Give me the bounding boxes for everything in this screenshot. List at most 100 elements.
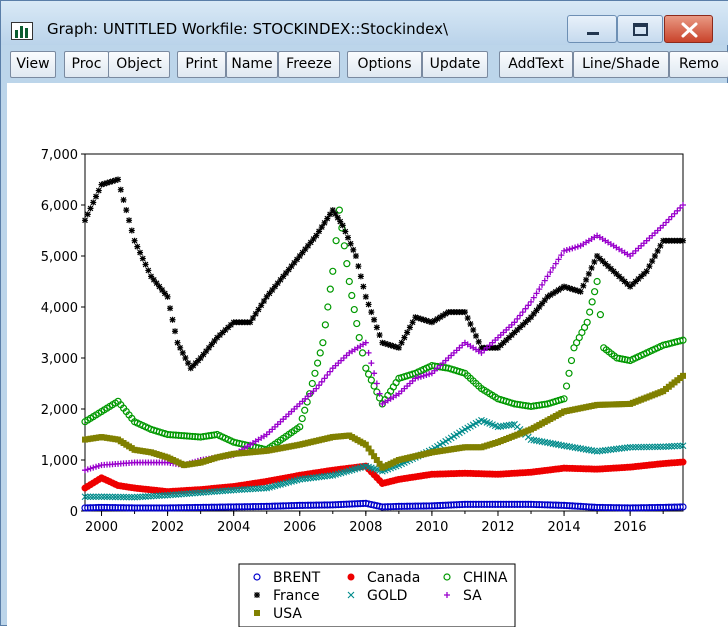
data-point: [148, 273, 155, 280]
data-point: [313, 385, 320, 392]
data-point: [166, 491, 174, 499]
data-point: [348, 291, 356, 300]
data-point: [547, 292, 554, 299]
data-point: [308, 379, 316, 388]
data-point: [517, 312, 524, 319]
data-point: [347, 240, 354, 247]
x-tick-label: 2004: [217, 520, 250, 535]
data-point: [84, 493, 92, 501]
data-point: [585, 270, 592, 277]
data-point: [200, 489, 207, 496]
data-point: [350, 305, 358, 314]
data-point: [95, 493, 103, 501]
data-point: [502, 422, 510, 429]
data-point: [393, 343, 400, 350]
data-point: [159, 287, 166, 293]
view-button[interactable]: View: [10, 51, 56, 78]
remove-button[interactable]: Remo: [669, 51, 728, 78]
maximize-button[interactable]: [617, 15, 663, 43]
data-point: [87, 493, 94, 501]
data-point: [344, 234, 351, 241]
data-point: [494, 344, 501, 351]
legend-box: [238, 563, 516, 628]
data-point: [324, 372, 331, 378]
data-point: [601, 446, 609, 454]
data-point: [467, 321, 474, 327]
data-point: [98, 181, 105, 188]
data-point: [565, 369, 573, 377]
options-button[interactable]: Options: [347, 51, 422, 78]
addtext-button[interactable]: AddText: [499, 51, 573, 78]
data-point: [566, 246, 573, 253]
data-point: [395, 344, 402, 351]
data-point: [100, 493, 108, 501]
data-point: [590, 447, 598, 455]
data-point: [114, 493, 122, 501]
data-point: [593, 447, 601, 455]
title-bar[interactable]: Graph: UNTITLED Workfile: STOCKINDEX::St…: [1, 1, 728, 45]
line-shade-button[interactable]: Line/Shade: [573, 51, 669, 78]
data-point: [117, 186, 124, 193]
x-tick-label: 2000: [85, 520, 118, 535]
data-point: [343, 260, 351, 268]
data-point: [282, 270, 289, 276]
data-point: [464, 315, 471, 322]
data-point: [167, 305, 174, 312]
data-point: [596, 311, 605, 319]
data-point: [334, 214, 341, 221]
data-point: [368, 309, 375, 316]
data-point: [586, 308, 594, 316]
data-point: [384, 341, 391, 348]
data-point: [186, 490, 194, 497]
data-point: [365, 301, 372, 308]
data-point: [555, 287, 562, 293]
close-button[interactable]: [664, 15, 713, 43]
update-button[interactable]: Update: [422, 51, 488, 78]
y-tick-label: 0: [70, 505, 78, 520]
data-point: [211, 488, 218, 495]
data-point: [657, 443, 664, 451]
print-button[interactable]: Print: [177, 51, 226, 78]
data-point: [599, 258, 606, 265]
data-point: [665, 443, 673, 450]
data-point: [147, 492, 155, 500]
data-point: [92, 493, 100, 501]
data-point: [142, 261, 149, 268]
data-point: [89, 493, 97, 501]
legend-marker-canada: [347, 573, 355, 581]
y-tick-label: 2,000: [41, 403, 78, 418]
freeze-button[interactable]: Freeze: [278, 51, 340, 78]
data-point: [291, 259, 298, 266]
data-point: [398, 339, 405, 346]
legend-marker-gold: [347, 591, 355, 599]
minimize-button[interactable]: [567, 15, 617, 43]
data-point: [404, 329, 411, 336]
name-button[interactable]: Name: [226, 51, 278, 78]
data-point: [305, 242, 312, 249]
data-point: [310, 236, 317, 242]
data-point: [326, 285, 334, 293]
data-point: [680, 237, 686, 244]
data-point: [208, 341, 215, 348]
data-point: [522, 305, 529, 312]
chart-axes: 0 1,000 2,000 3,000 4,000 5,000 6,000 7,000 2000…: [41, 148, 684, 535]
data-point: [646, 443, 653, 451]
data-point: [368, 360, 375, 367]
data-point: [621, 278, 628, 285]
data-point: [679, 458, 687, 466]
proc-button[interactable]: Proc: [64, 51, 109, 78]
data-point: [517, 324, 524, 331]
data-point: [365, 445, 372, 452]
data-point: [335, 206, 343, 214]
object-button[interactable]: Object: [108, 51, 170, 78]
data-point: [602, 260, 609, 267]
data-point: [137, 249, 144, 256]
data-point: [503, 337, 510, 344]
data-point: [315, 473, 323, 481]
data-point: [87, 205, 94, 212]
data-point: [373, 380, 380, 387]
data-point: [156, 283, 163, 290]
data-point: [588, 447, 595, 454]
data-point: [626, 443, 634, 451]
data-point: [536, 286, 543, 293]
